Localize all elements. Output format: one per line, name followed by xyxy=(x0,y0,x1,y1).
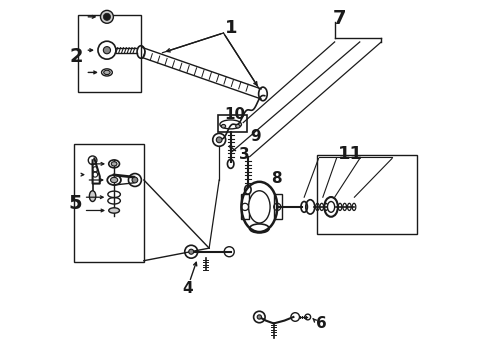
Ellipse shape xyxy=(111,162,117,166)
Ellipse shape xyxy=(248,191,270,223)
Circle shape xyxy=(103,46,111,54)
Ellipse shape xyxy=(109,208,120,213)
Bar xyxy=(242,194,249,220)
Text: 2: 2 xyxy=(70,47,84,66)
Bar xyxy=(317,155,417,234)
Ellipse shape xyxy=(89,191,96,202)
Circle shape xyxy=(132,177,138,183)
Bar xyxy=(74,144,144,262)
Text: 4: 4 xyxy=(182,281,193,296)
Bar xyxy=(274,194,282,220)
Ellipse shape xyxy=(236,125,240,128)
Circle shape xyxy=(100,10,113,23)
Ellipse shape xyxy=(111,177,118,183)
Ellipse shape xyxy=(104,70,110,75)
Text: 1: 1 xyxy=(225,19,238,37)
Bar xyxy=(218,116,247,132)
Text: 11: 11 xyxy=(338,145,363,163)
Text: 3: 3 xyxy=(239,147,249,162)
Text: 5: 5 xyxy=(69,194,82,213)
Circle shape xyxy=(257,315,262,319)
Text: 8: 8 xyxy=(271,171,282,186)
Text: 7: 7 xyxy=(333,9,346,28)
Circle shape xyxy=(189,249,194,254)
Bar xyxy=(78,15,141,92)
Circle shape xyxy=(103,13,111,21)
Text: 9: 9 xyxy=(250,130,261,144)
Ellipse shape xyxy=(327,202,335,212)
Text: 10: 10 xyxy=(224,107,245,122)
Circle shape xyxy=(216,137,222,143)
Text: 6: 6 xyxy=(316,316,326,331)
Ellipse shape xyxy=(221,125,225,128)
